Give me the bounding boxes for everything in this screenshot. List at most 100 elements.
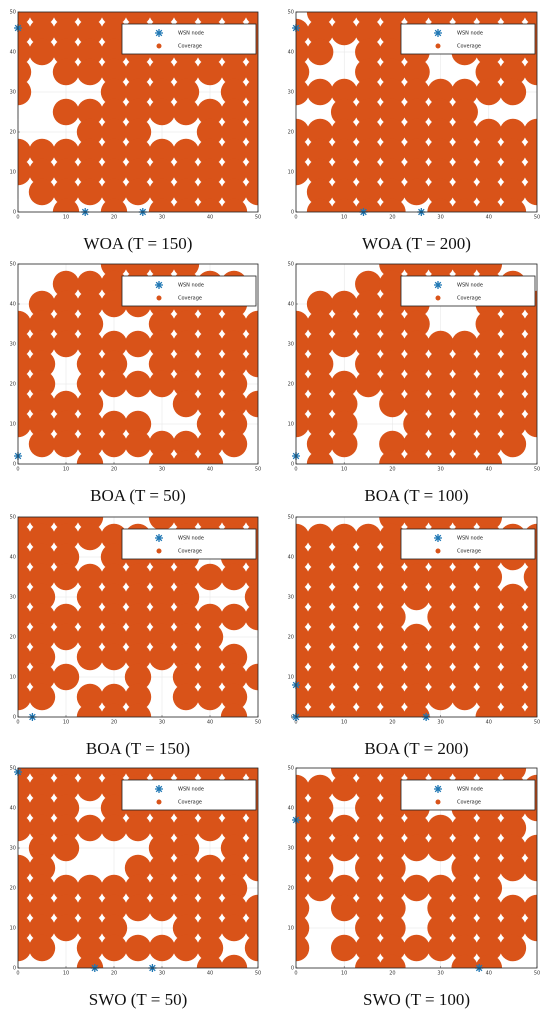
coverage-point (306, 198, 334, 212)
coverage-point (148, 198, 176, 212)
coverage-point (330, 834, 358, 862)
x-tick-label: 40 (207, 720, 213, 726)
legend-label: WSN node (457, 787, 483, 793)
coverage-point (196, 330, 224, 358)
coverage-point (427, 410, 454, 438)
coverage-point (306, 774, 334, 802)
coverage-point (306, 138, 334, 166)
coverage-point (296, 874, 310, 902)
coverage-point (124, 78, 152, 106)
y-tick-label: 10 (10, 422, 16, 428)
coverage-point (355, 774, 382, 802)
coverage-point (475, 310, 503, 338)
legend-marker (155, 534, 163, 542)
x-tick-label: 20 (389, 971, 395, 977)
coverage-point (306, 410, 334, 438)
coverage-point (220, 854, 248, 882)
coverage-point (18, 543, 32, 571)
coverage-point (306, 330, 334, 358)
coverage-point (52, 874, 80, 902)
coverage-point (403, 683, 430, 711)
coverage-point (523, 914, 537, 942)
legend-box (121, 23, 257, 55)
coverage-point (28, 623, 56, 651)
panel: 0 10 20 30 40 50 0 10 20 30 40 50 WSN node Coverage WO… (10, 10, 262, 254)
coverage-point (196, 914, 224, 942)
coverage-point (499, 934, 527, 962)
coverage-point (52, 410, 80, 438)
y-tick-label: 20 (288, 635, 294, 641)
coverage-point (355, 350, 382, 378)
coverage-point (306, 38, 334, 66)
coverage-point (403, 158, 430, 186)
coverage-point (28, 290, 56, 318)
coverage-point (18, 894, 32, 922)
coverage-point (100, 774, 128, 802)
x-tick-label: 40 (486, 720, 492, 726)
coverage-point (427, 78, 454, 106)
coverage-point (330, 138, 358, 166)
coverage-point (100, 290, 128, 318)
coverage-point (306, 563, 334, 591)
panel-caption: SWO (T = 50) (89, 990, 188, 1009)
coverage-point (100, 794, 128, 822)
coverage-point (52, 198, 80, 212)
coverage-point (76, 178, 104, 206)
coverage-point (76, 583, 104, 611)
coverage-layer (296, 12, 537, 212)
legend-box (400, 275, 536, 307)
coverage-point (355, 934, 382, 962)
coverage-point (124, 874, 152, 902)
coverage-point (76, 814, 104, 842)
coverage-point (475, 603, 503, 631)
legend-box (121, 275, 257, 307)
coverage-point (403, 58, 430, 86)
coverage-point (403, 78, 430, 106)
coverage-point (172, 350, 200, 378)
coverage-point (330, 198, 358, 212)
panel: 0 10 20 30 40 50 0 10 20 30 40 50 WSN node Coverage BO… (288, 262, 541, 506)
coverage-point (28, 390, 56, 418)
coverage-point (451, 934, 478, 962)
coverage-point (172, 563, 200, 591)
panel: 0 10 20 30 40 50 0 10 20 30 40 50 WSN node Coverage WO… (288, 10, 541, 254)
coverage-point (499, 178, 527, 206)
coverage-point (244, 178, 258, 206)
coverage-point (296, 623, 310, 651)
coverage-point (523, 330, 537, 358)
coverage-point (148, 563, 176, 591)
coverage-point (18, 583, 32, 611)
coverage-point (475, 914, 503, 942)
coverage-point (330, 703, 358, 717)
coverage-point (499, 310, 527, 338)
legend-marker (156, 548, 162, 554)
y-tick-label: 0 (13, 462, 16, 468)
y-tick-label: 10 (288, 675, 294, 681)
coverage-point (379, 390, 406, 418)
coverage-point (427, 874, 454, 902)
legend-label: WSN node (178, 283, 204, 289)
coverage-point (306, 118, 334, 146)
coverage-point (76, 138, 104, 166)
coverage-point (403, 118, 430, 146)
coverage-point (355, 583, 382, 611)
coverage-point (523, 58, 537, 86)
coverage-point (330, 934, 358, 962)
coverage-point (52, 623, 80, 651)
coverage-point (451, 450, 478, 464)
coverage-point (100, 563, 128, 591)
legend-marker (156, 799, 162, 805)
panel-caption: BOA (T = 50) (90, 486, 186, 505)
coverage-point (100, 934, 128, 962)
legend-marker (435, 799, 441, 805)
panel-caption: WOA (T = 200) (362, 234, 471, 253)
legend-label: Coverage (457, 549, 481, 555)
coverage-point (296, 914, 310, 942)
legend-label: Coverage (457, 296, 481, 302)
coverage-point (296, 78, 310, 106)
coverage-point (451, 198, 478, 212)
coverage-point (124, 563, 152, 591)
coverage-point (451, 78, 478, 106)
coverage-point (172, 198, 200, 212)
coverage-point (220, 178, 248, 206)
